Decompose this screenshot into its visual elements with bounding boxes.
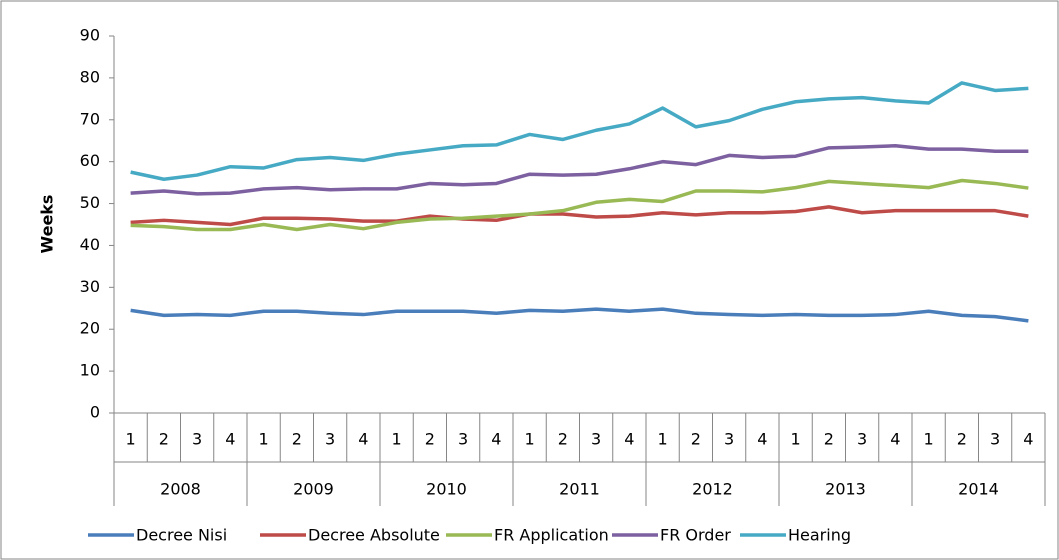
y-tick-label: 60 (80, 151, 100, 170)
group-label: 2013 (825, 480, 866, 499)
y-axis-label: Weeks (38, 195, 57, 254)
x-tick-label: 1 (658, 430, 668, 449)
y-tick-label: 30 (80, 277, 100, 296)
x-tick-label: 3 (325, 430, 335, 449)
x-tick-label: 2 (159, 430, 169, 449)
x-tick-label: 2 (824, 430, 834, 449)
series-line (130, 178, 1029, 232)
x-tick-label: 4 (624, 430, 634, 449)
y-tick-label: 90 (80, 26, 100, 45)
x-tick-label: 1 (392, 430, 402, 449)
series-line (130, 307, 1029, 323)
x-tick-label: 3 (990, 430, 1000, 449)
group-label: 2010 (426, 480, 467, 499)
x-tick-label: 2 (691, 430, 701, 449)
y-tick-label: 20 (80, 319, 100, 338)
y-tick-label: 50 (80, 193, 100, 212)
series-line (130, 143, 1029, 196)
x-tick-label: 3 (724, 430, 734, 449)
x-tick-label: 4 (757, 430, 767, 449)
legend-label: FR Order (660, 526, 731, 545)
x-tick-label: 3 (857, 430, 867, 449)
x-tick-label: 2 (558, 430, 568, 449)
legend-label: Decree Nisi (136, 526, 227, 545)
x-tick-label: 4 (225, 430, 235, 449)
x-tick-label: 4 (358, 430, 368, 449)
group-label: 2011 (559, 480, 600, 499)
y-tick-label: 80 (80, 67, 100, 86)
legend-label: FR Application (494, 526, 609, 545)
x-tick-label: 3 (458, 430, 468, 449)
series-line (130, 205, 1029, 227)
y-tick-label: 0 (90, 403, 100, 422)
y-tick-label: 40 (80, 235, 100, 254)
x-tick-label: 2 (425, 430, 435, 449)
x-tick-label: 3 (192, 430, 202, 449)
x-tick-label: 1 (259, 430, 269, 449)
y-tick-label: 10 (80, 361, 100, 380)
x-tick-label: 3 (591, 430, 601, 449)
legend-label: Decree Absolute (308, 526, 440, 545)
series-line (130, 81, 1029, 182)
x-tick-label: 4 (1023, 430, 1033, 449)
group-label: 2014 (958, 480, 999, 499)
x-tick-label: 1 (126, 430, 136, 449)
group-label: 2009 (293, 480, 334, 499)
x-tick-label: 4 (890, 430, 900, 449)
legend-label: Hearing (788, 526, 851, 545)
x-tick-label: 2 (292, 430, 302, 449)
y-tick-label: 70 (80, 109, 100, 128)
x-tick-label: 2 (957, 430, 967, 449)
group-label: 2008 (160, 480, 201, 499)
x-tick-label: 1 (791, 430, 801, 449)
x-tick-label: 4 (491, 430, 501, 449)
x-tick-label: 1 (525, 430, 535, 449)
group-label: 2012 (692, 480, 733, 499)
x-tick-label: 1 (924, 430, 934, 449)
